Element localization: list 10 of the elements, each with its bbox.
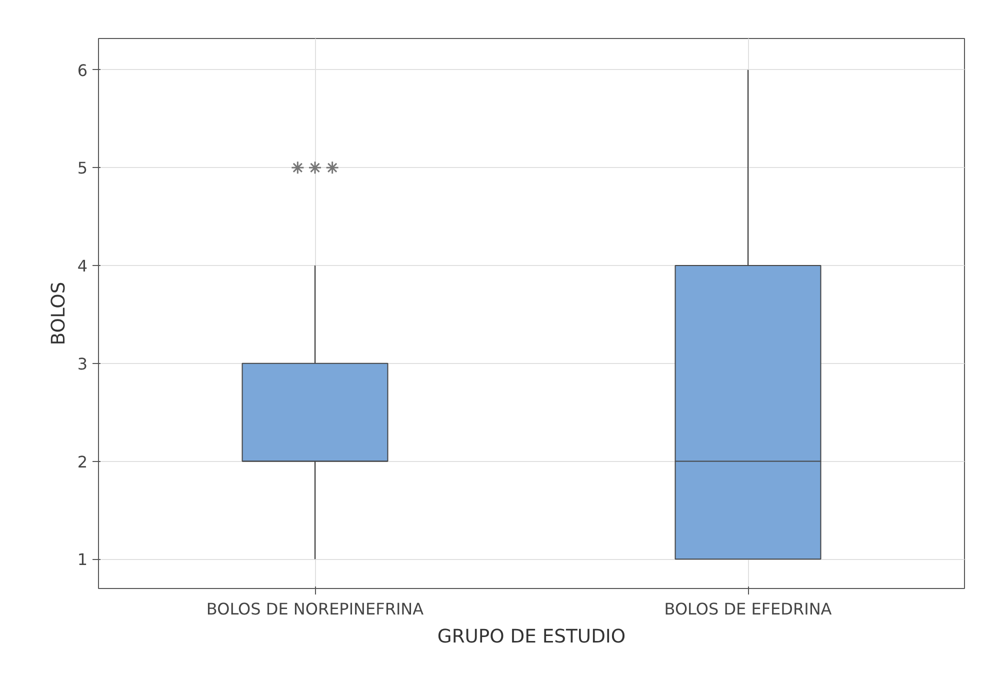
x-tick-label: BOLOS DE NOREPINEFRINA: [206, 600, 424, 618]
x-tick-label: BOLOS DE EFEDRINA: [664, 600, 832, 618]
y-tick-label: 2: [77, 452, 88, 472]
y-tick-label: 1: [77, 550, 88, 570]
y-tick-label: 3: [77, 354, 88, 374]
x-axis-title: GRUPO DE ESTUDIO: [437, 626, 626, 648]
y-tick-label: 5: [77, 158, 88, 178]
y-tick-label: 4: [77, 256, 88, 276]
y-tick-label: 6: [77, 60, 88, 80]
y-axis-title: BOLOS: [48, 282, 70, 346]
